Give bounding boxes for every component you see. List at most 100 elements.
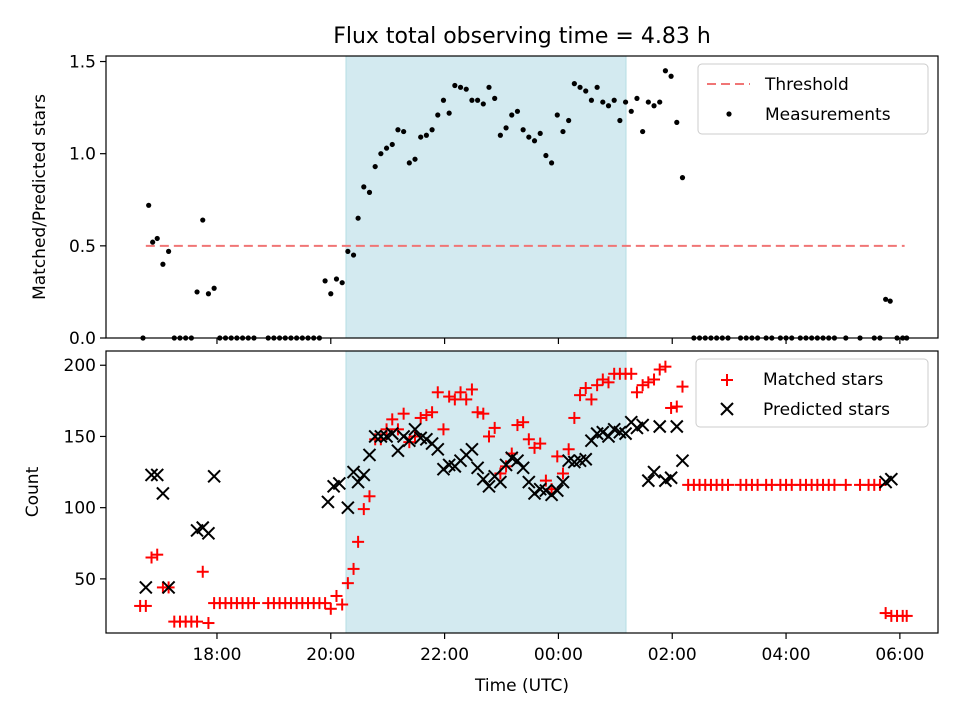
measurement-point bbox=[883, 296, 889, 302]
matched-star-point bbox=[191, 615, 204, 628]
measurement-point bbox=[628, 108, 634, 114]
predicted-star-point bbox=[207, 469, 221, 484]
x-axis-label: Time (UTC) bbox=[474, 676, 569, 696]
measurement-point bbox=[395, 127, 401, 133]
predicted-star-point bbox=[556, 475, 570, 489]
measurement-point bbox=[543, 152, 549, 159]
measurement-point bbox=[554, 112, 560, 118]
matched-star-point bbox=[602, 376, 615, 389]
predicted-star-point bbox=[675, 453, 690, 468]
measurement-point bbox=[560, 128, 566, 135]
top-y-axis-label: Matched/Predicted stars bbox=[30, 94, 50, 300]
measurement-point bbox=[429, 127, 435, 133]
measurement-point bbox=[406, 160, 412, 166]
measurement-point bbox=[662, 68, 669, 74]
measurements-legend-swatch bbox=[726, 111, 732, 117]
predicted-star-point bbox=[419, 432, 434, 447]
matched-star-point bbox=[648, 373, 661, 386]
measurement-point bbox=[452, 82, 458, 89]
matched-star-point bbox=[420, 409, 433, 422]
predicted-star-point bbox=[396, 429, 411, 444]
predicted-star-point bbox=[470, 461, 485, 475]
measurement-point bbox=[418, 134, 424, 140]
matched-star-point bbox=[596, 373, 609, 386]
y-tick-label: 1.5 bbox=[69, 53, 96, 73]
bottom-legend: Matched stars Predicted stars bbox=[695, 358, 929, 428]
matched-star-point bbox=[653, 363, 666, 376]
matched-star-point bbox=[642, 376, 655, 389]
predicted-legend-label: Predicted stars bbox=[763, 400, 890, 420]
predicted-star-point bbox=[144, 468, 159, 482]
predicted-star-point bbox=[493, 475, 508, 489]
matched-star-point bbox=[426, 406, 439, 419]
measurement-point bbox=[350, 252, 357, 258]
measurement-point bbox=[480, 101, 486, 107]
measurement-point bbox=[514, 108, 521, 114]
y-tick-label: 0.0 bbox=[69, 329, 96, 349]
measurement-point bbox=[389, 141, 395, 148]
x-tick-label: 22:00 bbox=[420, 645, 469, 665]
measurement-point bbox=[679, 175, 686, 181]
matched-star-point bbox=[324, 602, 337, 615]
measurement-point bbox=[634, 95, 640, 101]
measurement-point bbox=[537, 130, 543, 137]
measurement-point bbox=[668, 73, 674, 79]
matched-star-point bbox=[471, 406, 484, 419]
threshold-legend-label: Threshold bbox=[764, 75, 849, 95]
x-tick-label: 04:00 bbox=[762, 645, 811, 665]
matched-star-point bbox=[397, 407, 410, 420]
measurement-point bbox=[674, 119, 680, 125]
matched-star-point bbox=[828, 478, 841, 491]
chart-title: Flux total observing time = 4.83 h bbox=[333, 24, 711, 49]
predicted-star-point bbox=[647, 465, 661, 479]
bottom-legend-box bbox=[695, 358, 929, 428]
x-tick-label: 18:00 bbox=[192, 645, 241, 665]
measurement-point bbox=[378, 151, 384, 157]
predicted-star-point bbox=[476, 472, 491, 486]
measurement-point bbox=[200, 217, 206, 223]
measurement-point bbox=[440, 97, 447, 103]
matched-star-point bbox=[352, 535, 365, 548]
predicted-star-point bbox=[579, 452, 593, 466]
matched-star-point bbox=[341, 577, 354, 590]
matched-star-point bbox=[386, 413, 399, 426]
measurement-point bbox=[150, 239, 156, 245]
measurement-point bbox=[887, 298, 893, 304]
matched-star-point bbox=[630, 386, 643, 399]
matched-star-point bbox=[722, 478, 735, 491]
predicted-star-point bbox=[641, 473, 656, 488]
predicted-star-point bbox=[385, 426, 399, 441]
measurement-point bbox=[194, 289, 200, 295]
measurement-point bbox=[588, 97, 595, 103]
predicted-star-point bbox=[368, 429, 382, 444]
matched-star-point bbox=[139, 599, 152, 612]
predicted-star-point bbox=[618, 426, 633, 441]
matched-star-point bbox=[465, 383, 478, 396]
matched-star-point bbox=[665, 401, 678, 414]
predicted-star-point bbox=[431, 442, 445, 456]
measurement-point bbox=[509, 112, 515, 118]
predicted-star-point bbox=[150, 468, 164, 482]
matched-star-point bbox=[330, 589, 343, 602]
matched-star-point bbox=[431, 386, 444, 399]
matched-star-point bbox=[145, 551, 158, 564]
measurement-point bbox=[531, 138, 538, 144]
predicted-star-point bbox=[482, 479, 496, 494]
measurement-point bbox=[146, 202, 152, 208]
matched-star-point bbox=[460, 393, 473, 406]
predicted-legend-swatch bbox=[720, 402, 734, 416]
predicted-star-point bbox=[465, 442, 479, 456]
measurement-point bbox=[594, 84, 600, 90]
predicted-star-point bbox=[332, 476, 347, 491]
measurement-point bbox=[165, 248, 172, 254]
matched-star-point bbox=[443, 390, 456, 403]
top-x-axis bbox=[216, 338, 901, 344]
predicted-stars-series bbox=[139, 415, 899, 595]
matched-star-point bbox=[585, 393, 598, 406]
measurement-point bbox=[645, 99, 651, 105]
matched-star-point bbox=[551, 450, 564, 463]
y-tick-label: 1.0 bbox=[69, 145, 96, 165]
matched-star-point bbox=[522, 433, 535, 446]
measurement-point bbox=[657, 99, 663, 105]
predicted-star-point bbox=[584, 434, 599, 448]
